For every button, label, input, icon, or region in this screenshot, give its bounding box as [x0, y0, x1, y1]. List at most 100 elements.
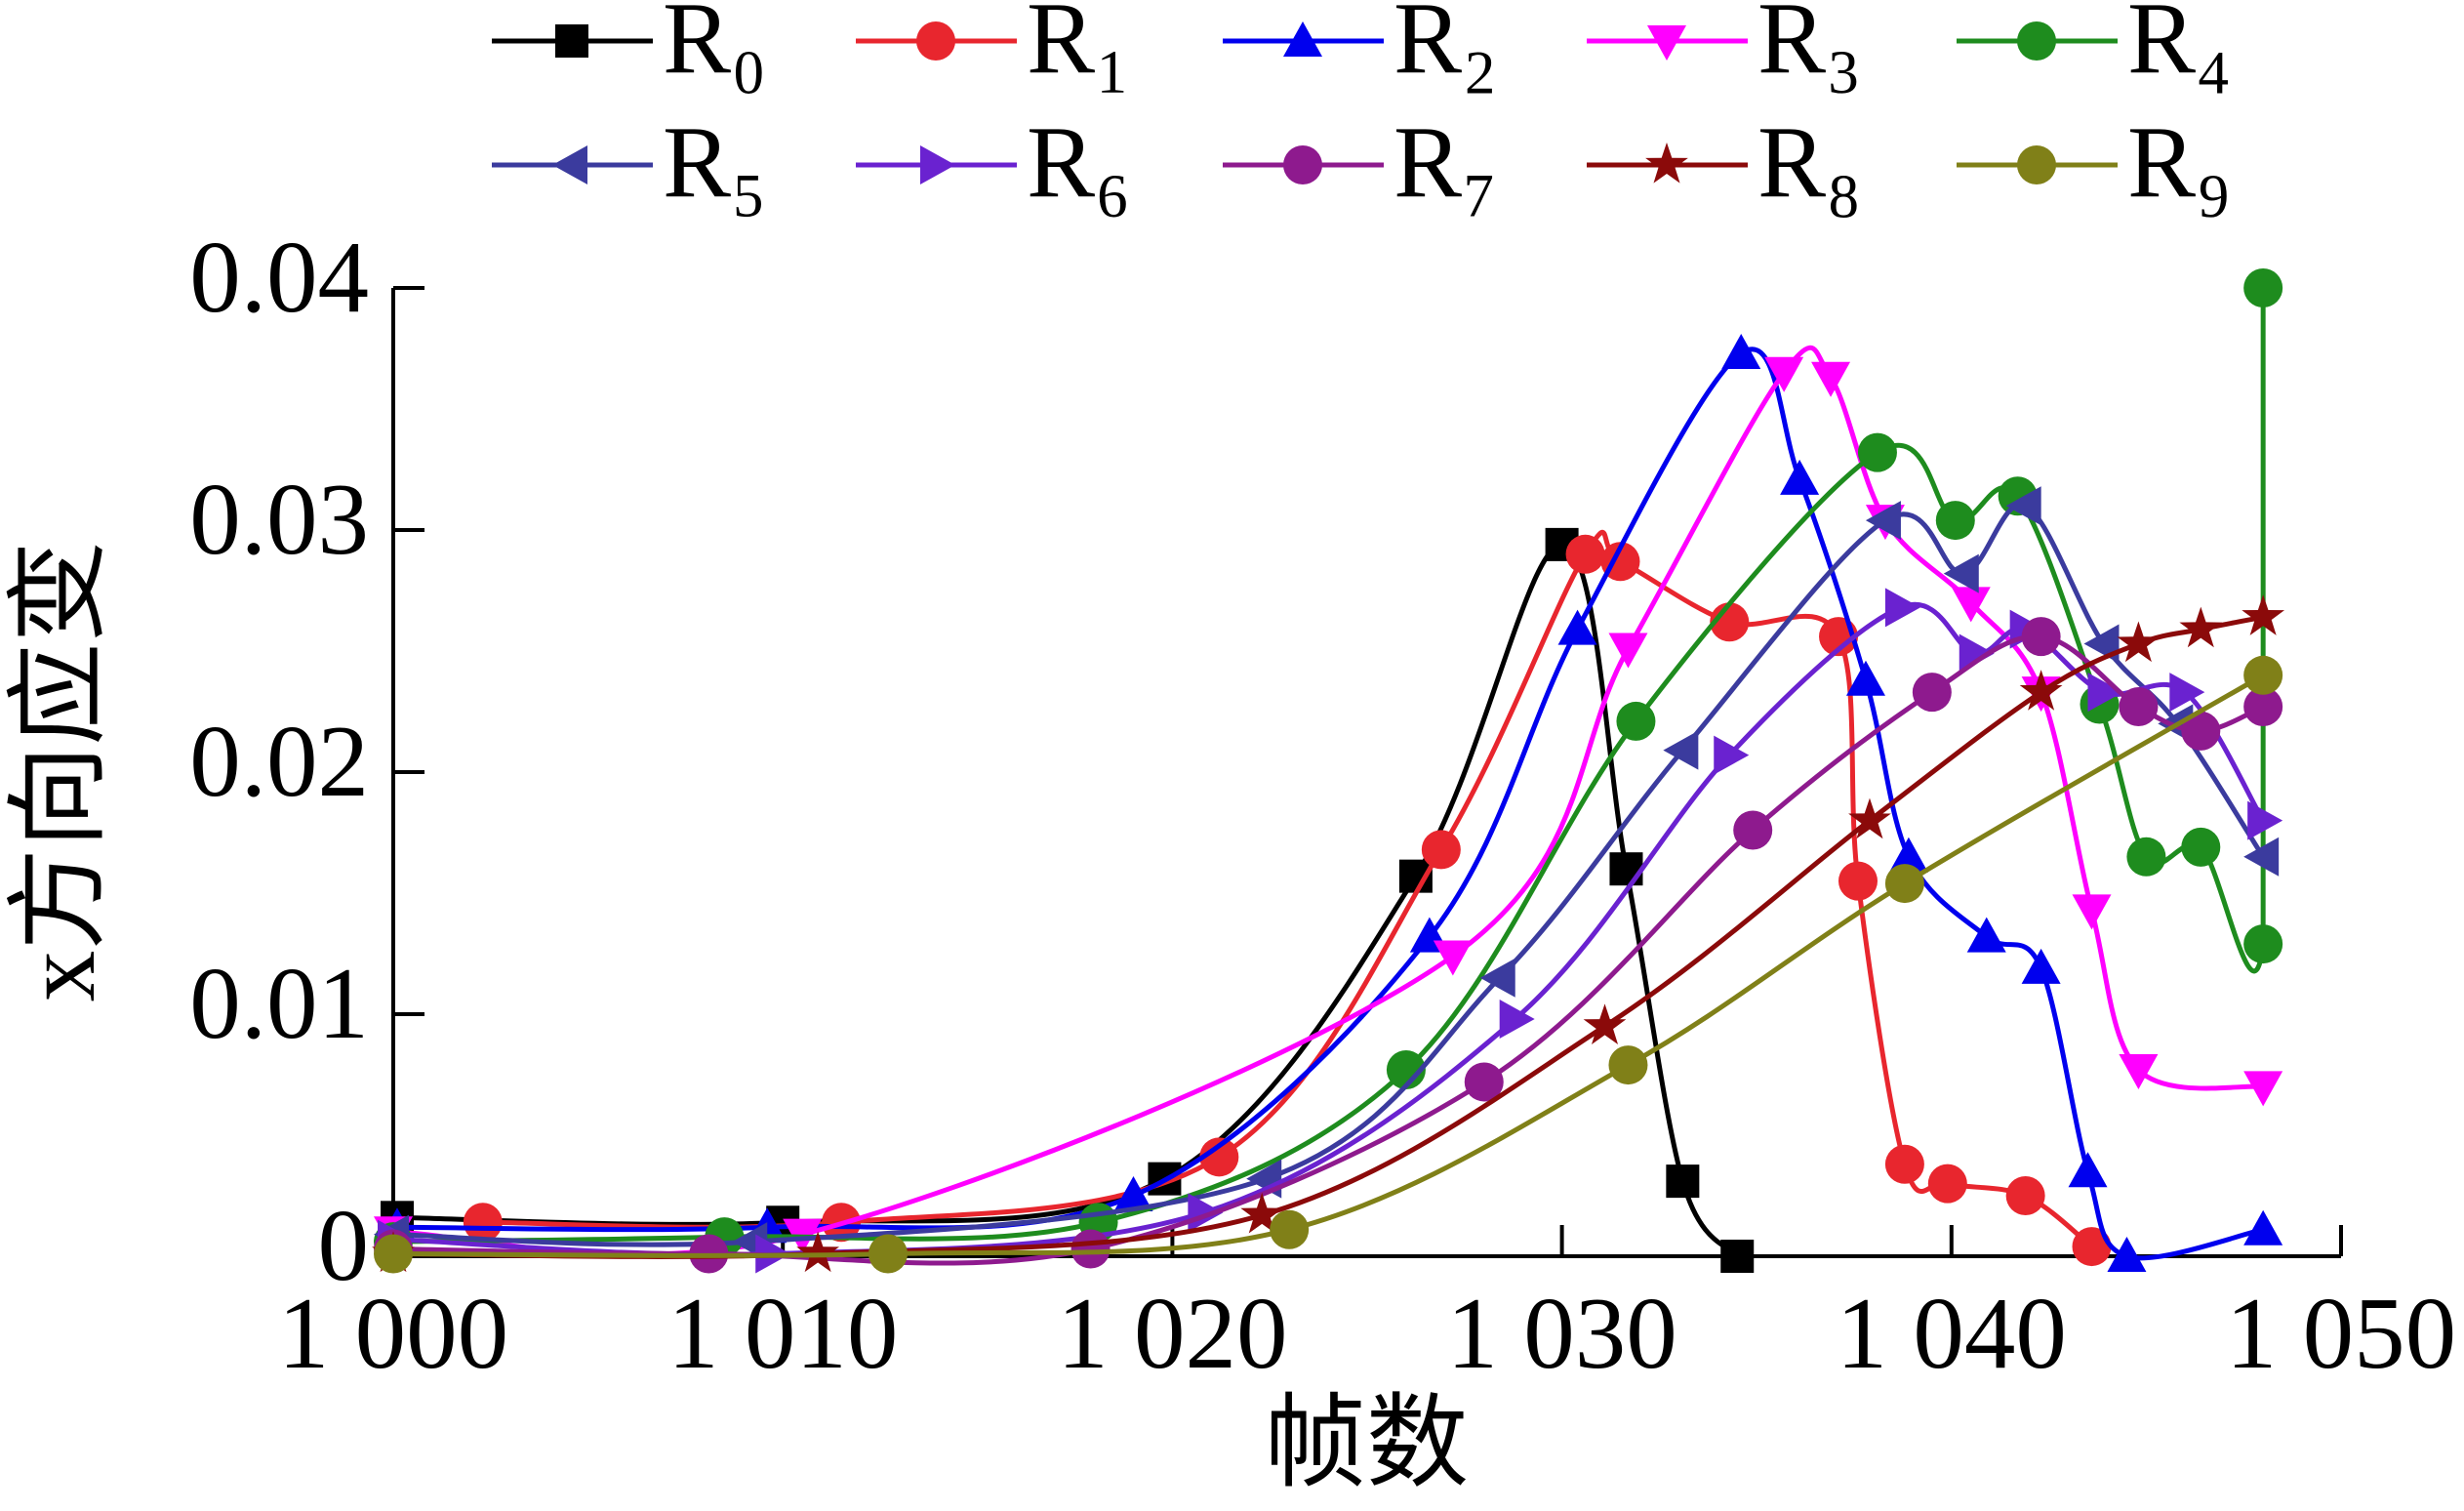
- marker: [1888, 837, 1928, 873]
- marker: [796, 1231, 840, 1273]
- marker: [1557, 609, 1597, 645]
- marker: [1499, 999, 1535, 1039]
- marker: [1479, 958, 1515, 998]
- marker: [1912, 673, 1952, 713]
- marker: [2107, 1237, 2147, 1272]
- marker: [2126, 837, 2166, 877]
- marker: [1608, 633, 1648, 669]
- legend-label: R₂: [1394, 0, 1498, 95]
- legend-marker: [2017, 21, 2056, 61]
- legend-marker: [555, 24, 588, 58]
- series-line: [392, 673, 2265, 1258]
- marker: [2179, 606, 2223, 648]
- series-line: [392, 288, 2266, 1245]
- marker: [2242, 594, 2285, 635]
- marker: [1927, 1164, 1967, 1204]
- marker: [2019, 670, 2063, 711]
- marker: [1240, 1192, 1284, 1234]
- marker: [2087, 673, 2123, 713]
- y-tick-label: 0.04: [189, 220, 369, 334]
- marker: [1464, 1062, 1504, 1102]
- marker: [1199, 1137, 1239, 1177]
- marker: [1608, 1045, 1648, 1085]
- marker: [2117, 621, 2161, 663]
- marker: [2119, 1054, 2159, 1090]
- marker: [1721, 333, 1761, 369]
- marker: [374, 1234, 413, 1274]
- marker: [1616, 701, 1656, 741]
- y-tick-label: 0.01: [189, 946, 369, 1060]
- marker: [2072, 894, 2112, 930]
- legend-marker: [1647, 25, 1686, 61]
- x-axis-title: 帧数: [1264, 1386, 1469, 1500]
- marker: [1070, 1229, 1111, 1269]
- marker: [2068, 1152, 2108, 1188]
- y-tick-label: 0.03: [189, 462, 369, 576]
- x-tick-label: 1 000: [278, 1276, 508, 1390]
- marker: [1188, 1193, 1224, 1233]
- marker: [463, 1203, 503, 1243]
- marker: [2021, 617, 2061, 657]
- marker: [2005, 1176, 2045, 1215]
- series-line: [396, 347, 2264, 1261]
- marker: [2119, 687, 2159, 727]
- marker: [2243, 924, 2283, 964]
- legend-marker: [1645, 143, 1688, 184]
- legend-label: R₃: [1757, 0, 1862, 95]
- marker: [2243, 268, 2283, 307]
- marker: [1959, 633, 1995, 674]
- x-tick-label: 1 040: [1837, 1276, 2067, 1390]
- x-tick-label: 1 030: [1446, 1276, 1676, 1390]
- marker: [1845, 660, 1885, 696]
- marker: [2243, 655, 2283, 695]
- marker: [1720, 1240, 1755, 1273]
- legend-label: R₀: [663, 0, 767, 95]
- legend-label: R₁: [1027, 0, 1131, 95]
- series-line: [392, 345, 2264, 1257]
- marker: [1270, 1209, 1310, 1249]
- legend-marker: [552, 145, 587, 184]
- marker: [2247, 800, 2283, 840]
- x-tick-label: 1 010: [667, 1276, 898, 1390]
- marker: [1433, 940, 1473, 976]
- y-tick-label: 0.02: [189, 704, 369, 818]
- marker: [1780, 459, 1820, 495]
- marker: [1764, 356, 1804, 392]
- legend-label: R₈: [1757, 104, 1862, 219]
- x-tick-label: 1 050: [2226, 1276, 2456, 1390]
- marker: [2181, 827, 2221, 867]
- marker: [2021, 948, 2061, 984]
- marker: [2181, 711, 2221, 751]
- marker: [1838, 861, 1878, 901]
- marker: [1857, 432, 1897, 472]
- marker: [1714, 735, 1750, 775]
- marker: [1609, 852, 1643, 886]
- marker: [1733, 810, 1773, 850]
- marker: [1943, 553, 1979, 593]
- marker: [2005, 486, 2041, 526]
- legend-marker: [2017, 145, 2056, 184]
- marker: [1421, 830, 1461, 870]
- legend-marker: [1283, 21, 1322, 57]
- legend-label: R₆: [1027, 104, 1131, 219]
- legend-label: R₇: [1394, 104, 1498, 219]
- marker: [1935, 501, 1975, 541]
- marker: [1113, 1176, 1153, 1211]
- legend-marker: [916, 21, 955, 61]
- y-tick-label: 0: [318, 1188, 370, 1302]
- marker: [1865, 501, 1901, 541]
- y-axis-title: x方向应变: [2, 541, 116, 1002]
- legend-label: R₉: [2127, 104, 2232, 219]
- x-tick-label: 1 020: [1057, 1276, 1287, 1390]
- marker: [2072, 1227, 2112, 1267]
- legend-marker: [920, 145, 955, 184]
- marker: [2243, 687, 2283, 727]
- marker: [1811, 361, 1851, 397]
- legend-label: R₄: [2127, 0, 2232, 95]
- marker: [1565, 534, 1605, 574]
- marker: [1386, 1050, 1426, 1090]
- legend-label: R₅: [663, 104, 767, 219]
- legend-marker: [1283, 145, 1322, 184]
- marker: [868, 1234, 908, 1274]
